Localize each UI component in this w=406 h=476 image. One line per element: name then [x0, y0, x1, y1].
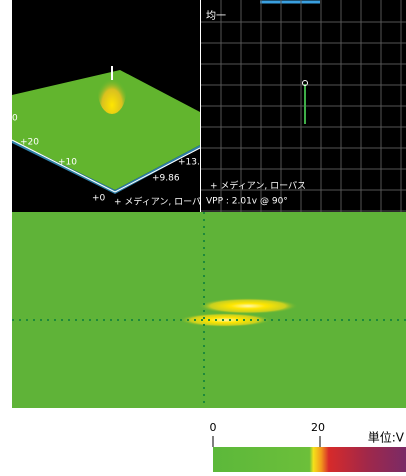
panel-title: 均一: [206, 10, 226, 22]
heatmap: [12, 212, 406, 408]
axis-label: +10: [58, 158, 77, 168]
filter-label: + メディアン, ローパス: [210, 180, 306, 192]
screen: 0 +20 +10 +0 +13.8 +9.86 + メディアン, ローパス 均…: [0, 0, 406, 472]
filter-label: + メディアン, ローパス: [114, 196, 210, 208]
unit-label: 単位:V: [368, 430, 405, 445]
colorbar-tick: 20: [311, 421, 325, 434]
colorbar: 0 20 単位:V: [210, 421, 406, 472]
axis-label: +9.86: [152, 174, 180, 184]
measurement: VPP : 2.01v @ 90°: [206, 197, 288, 207]
surface-panel: 0 +20 +10 +0 +13.8 +9.86 + メディアン, ローパス: [12, 0, 210, 212]
waveform-panel: 均一 + メディアン, ローパス VPP : 2.01v @ 90°: [201, 0, 406, 212]
colorbar-tick: 0: [210, 421, 217, 434]
axis-label: 0: [12, 114, 18, 124]
axis-label: +0: [92, 194, 106, 204]
axis-label: +20: [20, 138, 39, 148]
